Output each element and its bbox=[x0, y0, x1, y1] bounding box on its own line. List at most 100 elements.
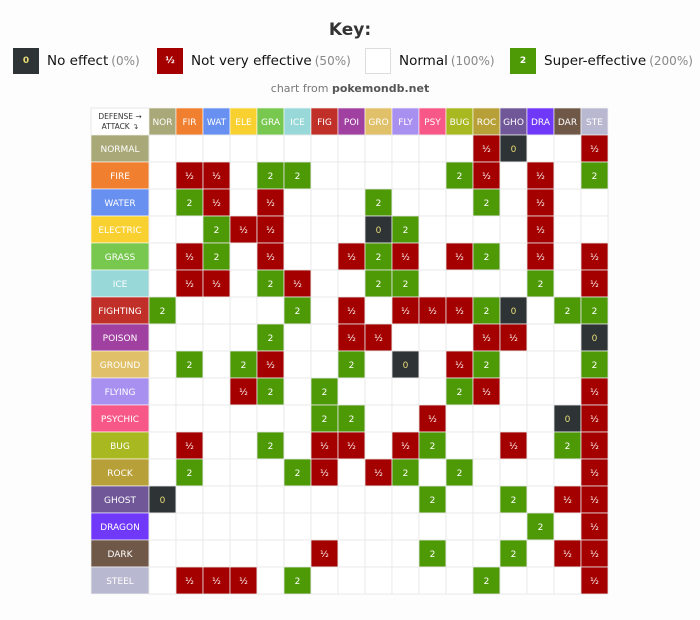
cell-steel-vs-fir bbox=[175, 566, 204, 595]
credit-site: pokemondb.net bbox=[331, 82, 430, 95]
legend-item-super-effective: 2 Super-effective (200%) bbox=[510, 48, 693, 74]
cell-dragon-vs-fly bbox=[391, 512, 420, 541]
column-header-bug bbox=[445, 107, 474, 136]
cell-flying-vs-poi bbox=[337, 377, 366, 406]
cell-dark-vs-wat bbox=[202, 539, 231, 568]
cell-value: ½ bbox=[185, 172, 194, 182]
cell-ground-vs-dra bbox=[526, 350, 555, 379]
cell-rock-vs-ste bbox=[580, 458, 609, 487]
cell-value: 2 bbox=[592, 307, 598, 317]
cell-ground-vs-gho bbox=[499, 350, 528, 379]
column-header-wat bbox=[202, 107, 231, 136]
cell-ground-vs-dar bbox=[553, 350, 582, 379]
cell-value: ½ bbox=[212, 280, 221, 290]
column-header-ice bbox=[283, 107, 312, 136]
cell-value: ½ bbox=[590, 415, 599, 425]
cell-value: 2 bbox=[295, 172, 301, 182]
corner-attack-label: ATTACK ↴ bbox=[102, 122, 139, 131]
column-header-label-ice: ICE bbox=[290, 118, 305, 128]
cell-rock-vs-gra bbox=[256, 458, 285, 487]
cell-value: 2 bbox=[511, 550, 517, 560]
cell-dark-vs-fly bbox=[391, 539, 420, 568]
cell-value: ½ bbox=[320, 442, 329, 452]
cell-steel-vs-dar bbox=[553, 566, 582, 595]
cell-dark-vs-ele bbox=[229, 539, 258, 568]
cell-value: ½ bbox=[536, 199, 545, 209]
cell-value: 2 bbox=[295, 307, 301, 317]
cell-rock-vs-psy bbox=[418, 458, 447, 487]
cell-value: 2 bbox=[484, 253, 490, 263]
cell-value: 2 bbox=[484, 361, 490, 371]
cell-value: ½ bbox=[347, 334, 356, 344]
row-header-dragon bbox=[90, 512, 150, 541]
cell-value: 2 bbox=[430, 550, 436, 560]
cell-value: 2 bbox=[538, 280, 544, 290]
cell-value: 2 bbox=[484, 307, 490, 317]
cell-steel-vs-wat bbox=[202, 566, 231, 595]
cell-value: 2 bbox=[484, 199, 490, 209]
cell-normal-vs-gra bbox=[256, 134, 285, 163]
cell-ghost-vs-ele bbox=[229, 485, 258, 514]
cell-electric-vs-fir bbox=[175, 215, 204, 244]
cell-grass-vs-fly bbox=[391, 242, 420, 271]
column-header-label-wat: WAT bbox=[207, 118, 227, 128]
cell-value: 2 bbox=[403, 280, 409, 290]
cell-value: 2 bbox=[349, 361, 355, 371]
cell-value: 2 bbox=[457, 388, 463, 398]
cell-water-vs-dra bbox=[526, 188, 555, 217]
cell-dragon-vs-poi bbox=[337, 512, 366, 541]
cell-water-vs-fir bbox=[175, 188, 204, 217]
cell-ice-vs-ice bbox=[283, 269, 312, 298]
cell-water-vs-wat bbox=[202, 188, 231, 217]
column-header-fir bbox=[175, 107, 204, 136]
cell-poison-vs-ele bbox=[229, 323, 258, 352]
cell-fire-vs-fig bbox=[310, 161, 339, 190]
cell-dragon-vs-ice bbox=[283, 512, 312, 541]
cell-ice-vs-nor bbox=[148, 269, 177, 298]
cell-rock-vs-poi bbox=[337, 458, 366, 487]
legend-label-no-effect: No effect bbox=[47, 53, 109, 69]
cell-dark-vs-dra bbox=[526, 539, 555, 568]
cell-dragon-vs-roc bbox=[472, 512, 501, 541]
cell-value: ½ bbox=[482, 145, 491, 155]
row-header-steel bbox=[90, 566, 150, 595]
cell-value: ½ bbox=[590, 496, 599, 506]
credit-prefix: chart from bbox=[270, 82, 329, 95]
cell-fire-vs-ste bbox=[580, 161, 609, 190]
cell-poison-vs-dra bbox=[526, 323, 555, 352]
cell-value: ½ bbox=[590, 469, 599, 479]
cell-value: ½ bbox=[266, 253, 275, 263]
cell-value: 2 bbox=[538, 523, 544, 533]
cell-fire-vs-roc bbox=[472, 161, 501, 190]
cell-flying-vs-psy bbox=[418, 377, 447, 406]
cell-value: 2 bbox=[430, 442, 436, 452]
cell-normal-vs-bug bbox=[445, 134, 474, 163]
column-header-dra bbox=[526, 107, 555, 136]
cell-ghost-vs-gro bbox=[364, 485, 393, 514]
row-header-psychic bbox=[90, 404, 150, 433]
column-header-label-gra: GRA bbox=[261, 118, 281, 128]
cell-psychic-vs-gho bbox=[499, 404, 528, 433]
cell-steel-vs-ele bbox=[229, 566, 258, 595]
cell-steel-vs-bug bbox=[445, 566, 474, 595]
cell-ground-vs-ice bbox=[283, 350, 312, 379]
cell-value: ½ bbox=[455, 307, 464, 317]
cell-ghost-vs-ice bbox=[283, 485, 312, 514]
cell-value: ½ bbox=[482, 334, 491, 344]
cell-psychic-vs-dra bbox=[526, 404, 555, 433]
cell-value: ½ bbox=[212, 199, 221, 209]
cell-rock-vs-gro bbox=[364, 458, 393, 487]
cell-value: ½ bbox=[401, 307, 410, 317]
cell-fighting-vs-nor bbox=[148, 296, 177, 325]
legend-label-not-very-effective: Not very effective bbox=[191, 53, 312, 69]
cell-water-vs-ste bbox=[580, 188, 609, 217]
column-header-ele bbox=[229, 107, 258, 136]
column-header-fly bbox=[391, 107, 420, 136]
cell-dragon-vs-nor bbox=[148, 512, 177, 541]
cell-ice-vs-gho bbox=[499, 269, 528, 298]
cell-ice-vs-wat bbox=[202, 269, 231, 298]
cell-dark-vs-bug bbox=[445, 539, 474, 568]
row-header-label-ground: GROUND bbox=[100, 361, 141, 371]
cell-steel-vs-gro bbox=[364, 566, 393, 595]
row-header-label-normal: NORMAL bbox=[100, 145, 139, 155]
